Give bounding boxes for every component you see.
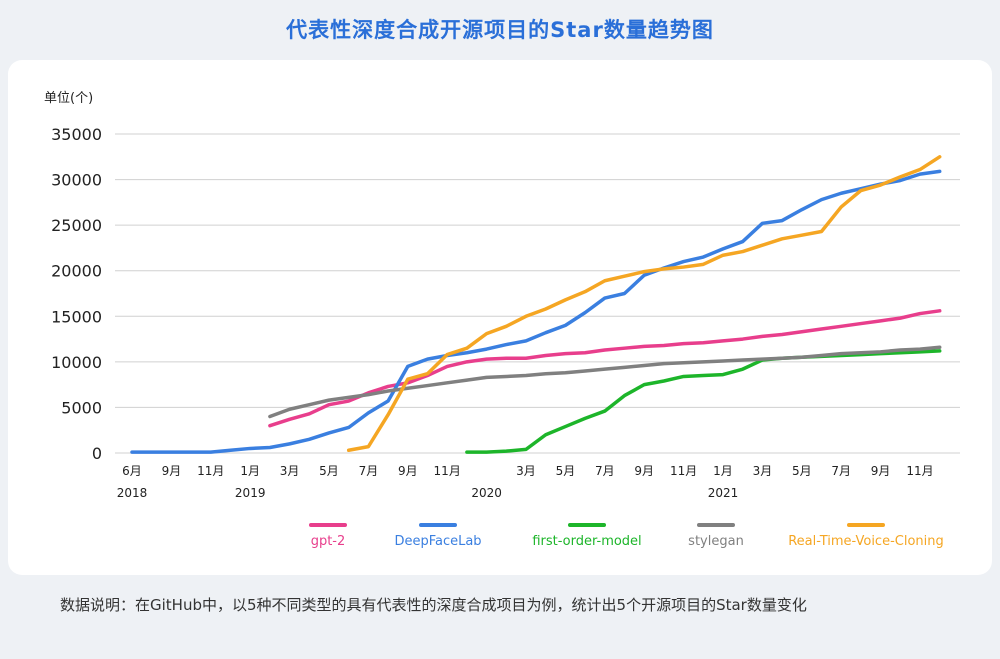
x-tick-label: 6月	[122, 464, 142, 478]
x-tick-label: 5月	[792, 464, 812, 478]
y-tick-label: 25000	[51, 216, 102, 235]
chart-card	[8, 60, 992, 575]
series-line	[268, 345, 942, 419]
y-tick-label: 10000	[51, 353, 102, 372]
data-note: 数据说明：在GitHub中，以5种不同类型的具有代表性的深度合成项目为例，统计出…	[60, 596, 807, 614]
y-tick-label: 30000	[51, 171, 102, 190]
year-label: 2019	[235, 486, 266, 500]
year-label: 2018	[117, 486, 148, 500]
x-tick-label: 1月	[240, 464, 260, 478]
series-line	[130, 169, 942, 454]
y-tick-label: 20000	[51, 262, 102, 281]
x-tick-label: 11月	[197, 464, 224, 478]
year-label: 2020	[471, 486, 502, 500]
x-tick-label: 3月	[280, 464, 300, 478]
x-tick-label: 7月	[831, 464, 851, 478]
x-tick-label: 11月	[434, 464, 461, 478]
chart-title: 代表性深度合成开源项目的Star数量趋势图	[286, 18, 714, 42]
legend-label: first-order-model	[532, 534, 641, 549]
y-tick-label: 35000	[51, 125, 102, 144]
legend-label: stylegan	[688, 534, 744, 549]
y-tick-label: 15000	[51, 307, 102, 326]
y-tick-label: 5000	[61, 398, 102, 417]
legend-label: DeepFaceLab	[394, 534, 481, 549]
x-tick-label: 11月	[670, 464, 697, 478]
x-tick-label: 3月	[516, 464, 536, 478]
legend-label: Real-Time-Voice-Cloning	[788, 534, 944, 549]
x-tick-label: 11月	[906, 464, 933, 478]
x-tick-label: 5月	[556, 464, 576, 478]
x-tick-label: 3月	[753, 464, 773, 478]
x-tick-label: 9月	[162, 464, 182, 478]
year-label: 2021	[708, 486, 739, 500]
y-unit-label: 单位(个)	[44, 91, 93, 106]
x-tick-label: 7月	[595, 464, 615, 478]
x-tick-label: 5月	[319, 464, 339, 478]
x-tick-label: 9月	[398, 464, 418, 478]
legend-label: gpt-2	[311, 534, 346, 549]
x-tick-label: 9月	[871, 464, 891, 478]
x-tick-label: 9月	[634, 464, 654, 478]
series-line	[465, 349, 942, 454]
series-line	[268, 309, 942, 428]
y-tick-label: 0	[92, 444, 102, 463]
x-tick-label: 7月	[359, 464, 379, 478]
x-tick-label: 1月	[713, 464, 733, 478]
series-line	[346, 155, 942, 453]
